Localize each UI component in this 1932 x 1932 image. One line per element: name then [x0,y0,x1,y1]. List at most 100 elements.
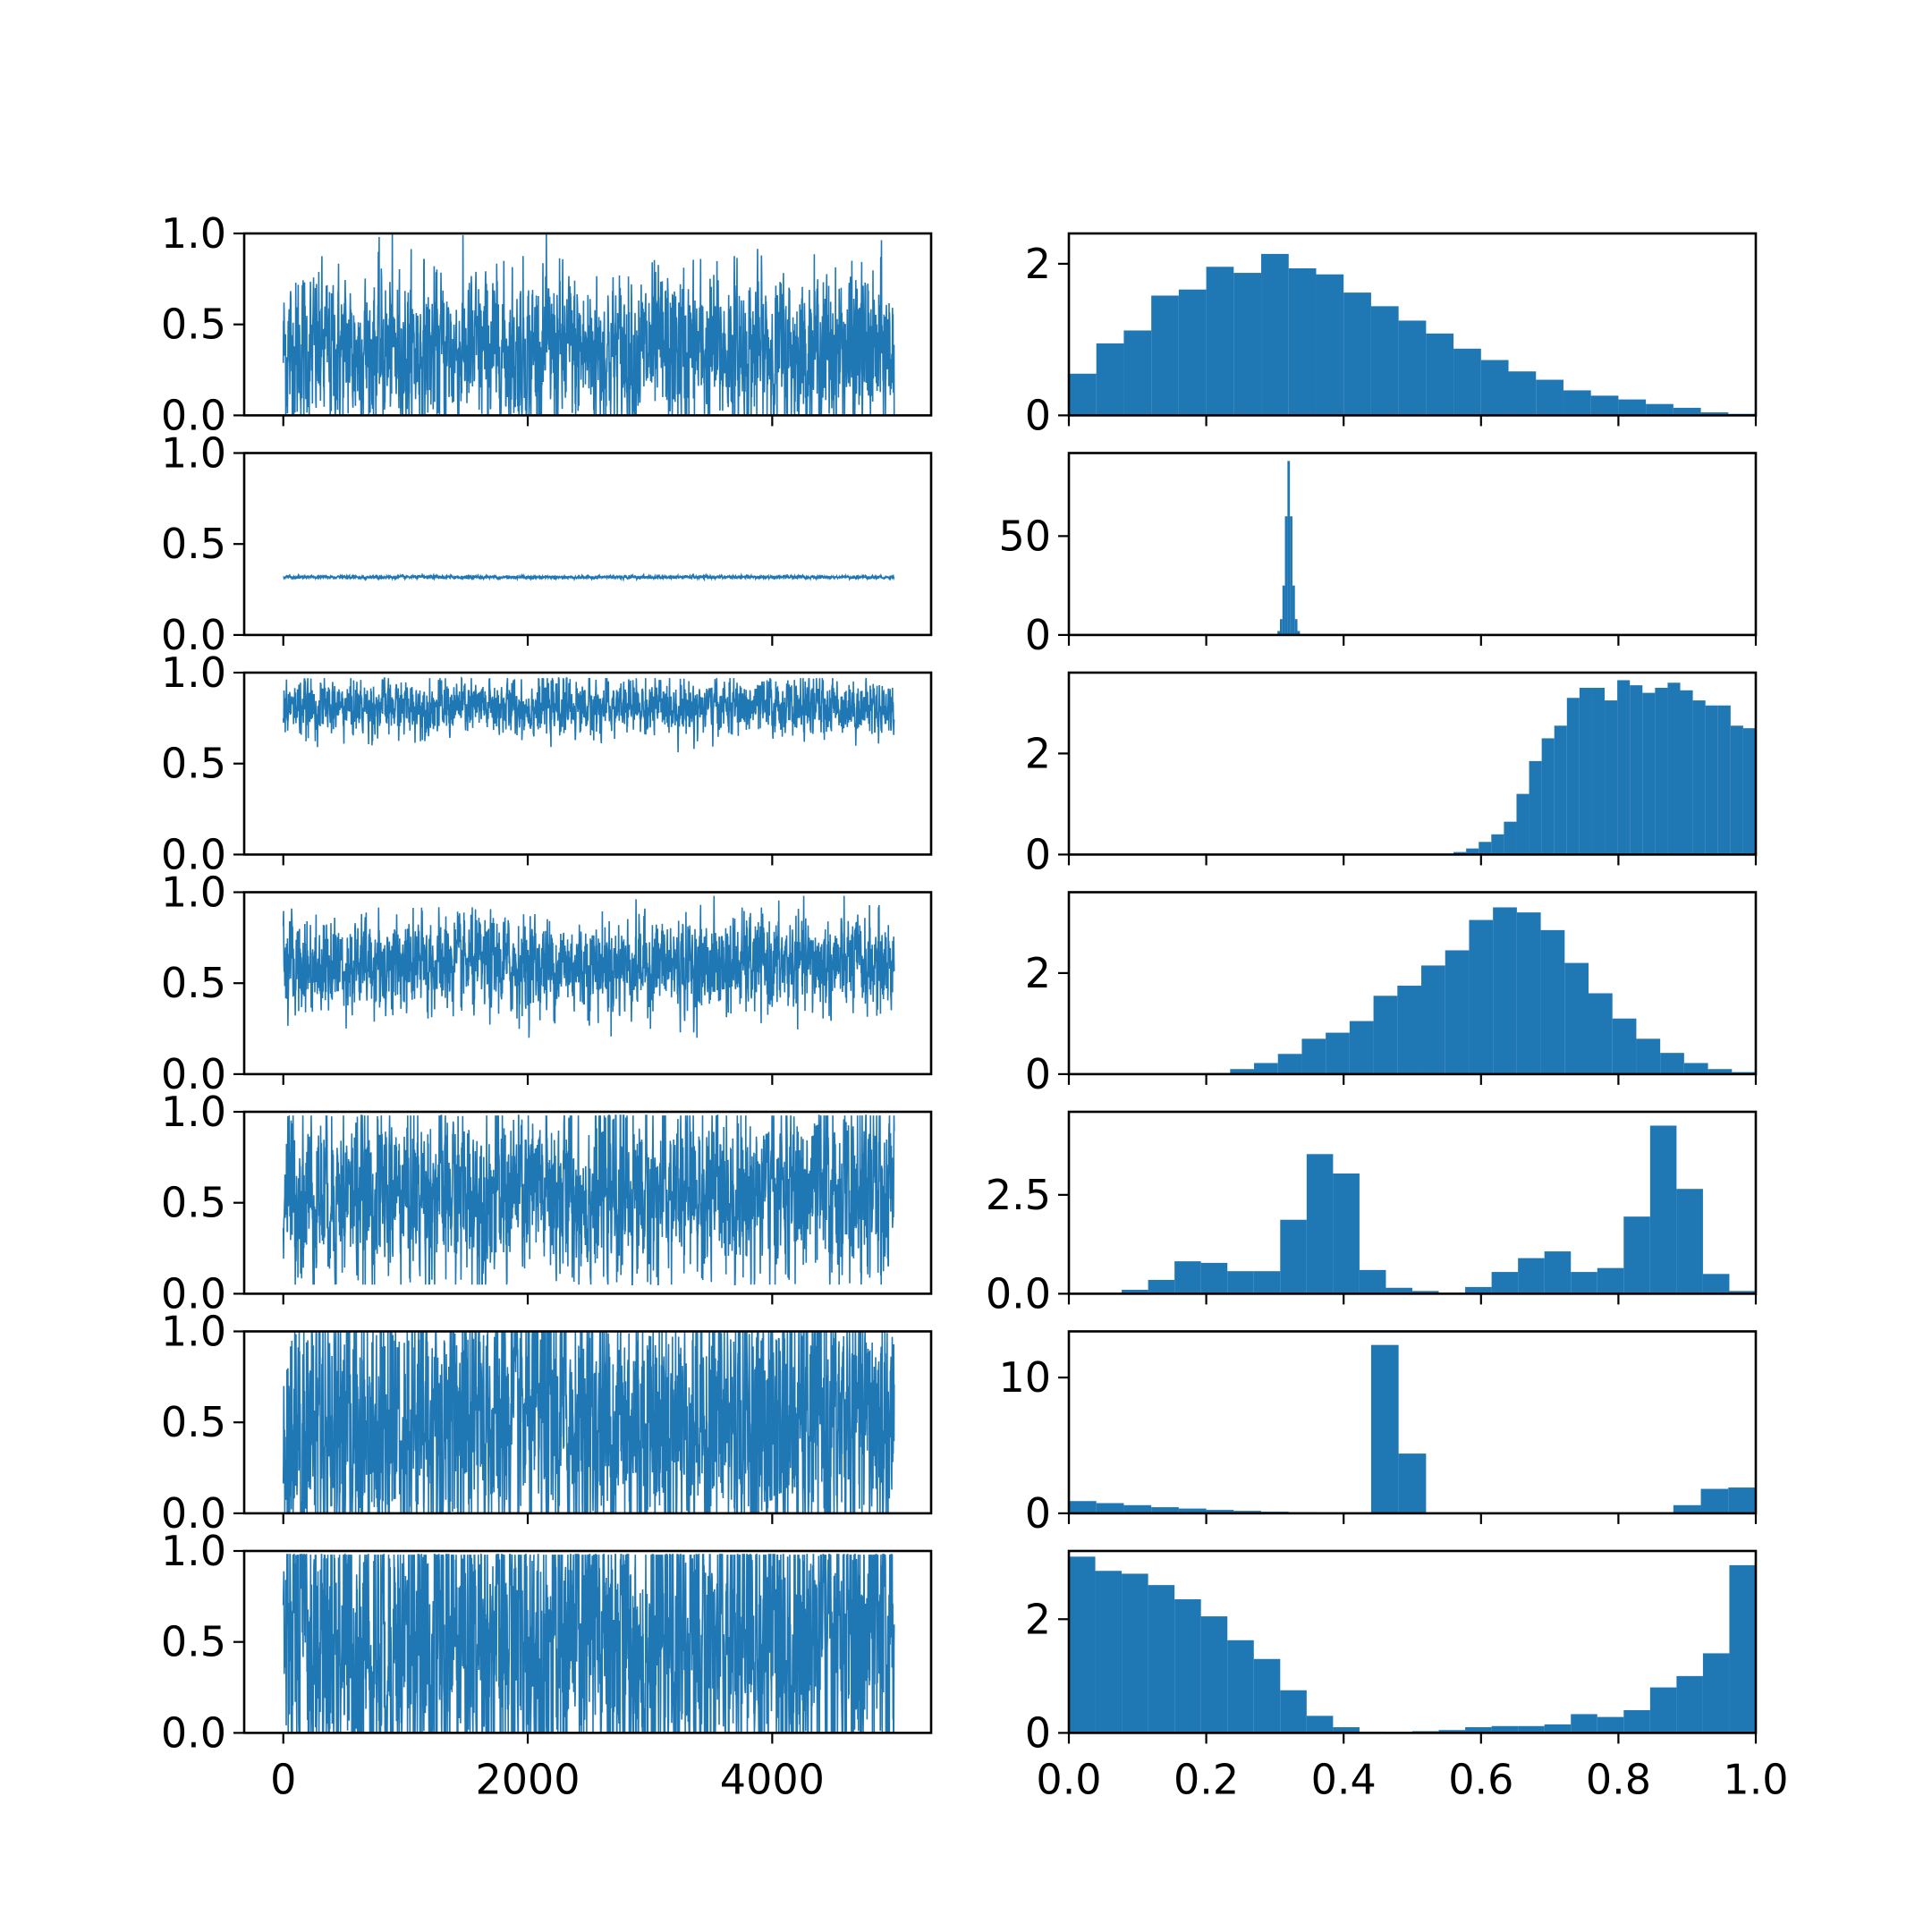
y-tick-label: 0.5 [161,301,226,349]
axes-frame [1067,232,1758,417]
histogram-bar [1282,585,1285,635]
y-tick-label: 1.0 [161,1088,226,1136]
histogram-bar [1206,1510,1234,1513]
histogram-bar [1504,821,1517,855]
histogram-bar [1544,1251,1572,1294]
y-tick-label: 50 [998,512,1051,560]
histogram-bar [1096,1503,1124,1513]
histogram-bar [1297,631,1301,635]
y-tick-label: 0.0 [161,1489,226,1538]
histogram-bar [1398,1453,1427,1513]
histogram-bar [1412,1291,1439,1294]
histogram-bar [1233,1511,1262,1513]
histogram-bar [1623,1216,1650,1294]
y-tick-label: 0 [1025,830,1051,878]
histogram-bar [1178,1508,1207,1513]
histogram-bar [1516,912,1541,1074]
plot-area [282,233,895,416]
y-tick-label: 0 [1025,611,1051,659]
histogram-bar [1518,1725,1545,1733]
histogram-bar [1590,395,1619,416]
histogram-bar [1277,1054,1302,1074]
histogram-bar [1667,682,1681,855]
histogram-bar [1123,1504,1152,1513]
histogram-bar [1646,403,1674,416]
histogram-bar [1700,1488,1729,1513]
plot-area [282,895,895,1038]
y-tick-label: 1.0 [161,869,226,917]
x-tick-label: 0 [270,1755,296,1803]
histogram-bar [1536,379,1563,416]
histogram-bar [1445,950,1470,1074]
histogram-bar [1233,273,1262,416]
histogram-bar [1306,1716,1334,1733]
histogram-bar [1301,1038,1326,1074]
histogram-bar [1284,516,1288,635]
histogram-bar [1280,1219,1307,1294]
histogram-bar [1438,1730,1466,1733]
histogram-bar [1287,461,1291,635]
histogram-panel-row-3: 02 [1025,891,1758,1098]
histogram-bar [1479,842,1492,855]
histogram-bar [1200,1616,1228,1733]
histogram-bar [1700,412,1729,416]
histogram-bar [1605,700,1618,855]
histogram-bar [1069,1556,1096,1733]
histogram-bar [1491,1272,1519,1294]
histogram-bar [1469,919,1494,1074]
histogram-panel-row-1: 0 50 [998,452,1758,659]
histogram-bar [1174,1599,1201,1733]
histogram-bar [1597,1716,1624,1733]
histogram-bar [1579,687,1592,855]
trace-line [283,572,895,582]
histogram-bar [1508,371,1537,416]
x-tick-label: 0.2 [1174,1755,1239,1803]
y-tick-label: 1.0 [161,648,226,697]
plot-area [283,572,895,582]
histogram-bar [1729,1291,1756,1294]
histogram-bar [1692,700,1706,855]
y-tick-label: 2 [1025,729,1051,777]
histogram-bar [1702,1274,1730,1294]
histogram-bar [1333,1727,1360,1733]
histogram-bar [1589,993,1613,1074]
y-tick-label: 0.0 [161,611,226,659]
histogram-bar [1529,760,1542,855]
histogram-bar [1230,1069,1255,1074]
x-tick-label: 2000 [476,1755,580,1803]
histogram-bar [1261,253,1289,416]
y-tick-label: 0.0 [161,830,226,878]
histogram-bar [1541,738,1555,855]
plot-area [282,1553,895,1733]
histogram-bar [1279,619,1283,635]
trace-panel-row-4: 0.0 0.5 1.0 [161,1088,933,1318]
histogram-bar [1491,834,1504,855]
histogram-bar [1655,687,1668,855]
trace-line [282,233,895,416]
histogram-bar [1453,852,1467,855]
histogram-bar [1516,793,1530,855]
histogram-bar [1566,698,1580,855]
histogram-bar [1306,1154,1334,1294]
plot-area [1275,461,1303,635]
histogram-bar [1148,1279,1175,1294]
histogram-bar [1370,1344,1399,1513]
histogram-bar [1571,1714,1597,1733]
axes-frame [1067,452,1758,637]
y-tick-label: 2 [1025,1595,1051,1643]
histogram-bar [1466,848,1479,855]
histogram-bar [1151,295,1179,416]
y-tick-label: 0.0 [986,1269,1051,1318]
y-tick-label: 0 [1025,1050,1051,1098]
histogram-bar [1316,274,1344,416]
x-tick-label: 0.8 [1586,1755,1651,1803]
histogram-bar [1294,619,1298,635]
histogram-panel-row-4: 0.0 2.5 [986,1110,1758,1318]
y-tick-label: 1.0 [161,1308,226,1356]
histogram-bar [1717,705,1731,855]
histogram-bar [1253,1271,1281,1294]
trace-panel-row-0: 0.0 0.5 1.0 [161,209,933,439]
histogram-bar [1292,585,1295,635]
y-tick-label: 0.0 [161,1050,226,1098]
x-tick-label: 0.0 [1036,1755,1101,1803]
